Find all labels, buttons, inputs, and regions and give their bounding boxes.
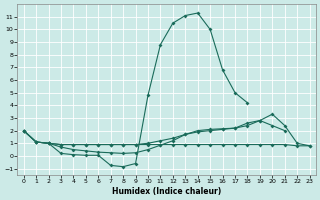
X-axis label: Humidex (Indice chaleur): Humidex (Indice chaleur) xyxy=(112,187,221,196)
